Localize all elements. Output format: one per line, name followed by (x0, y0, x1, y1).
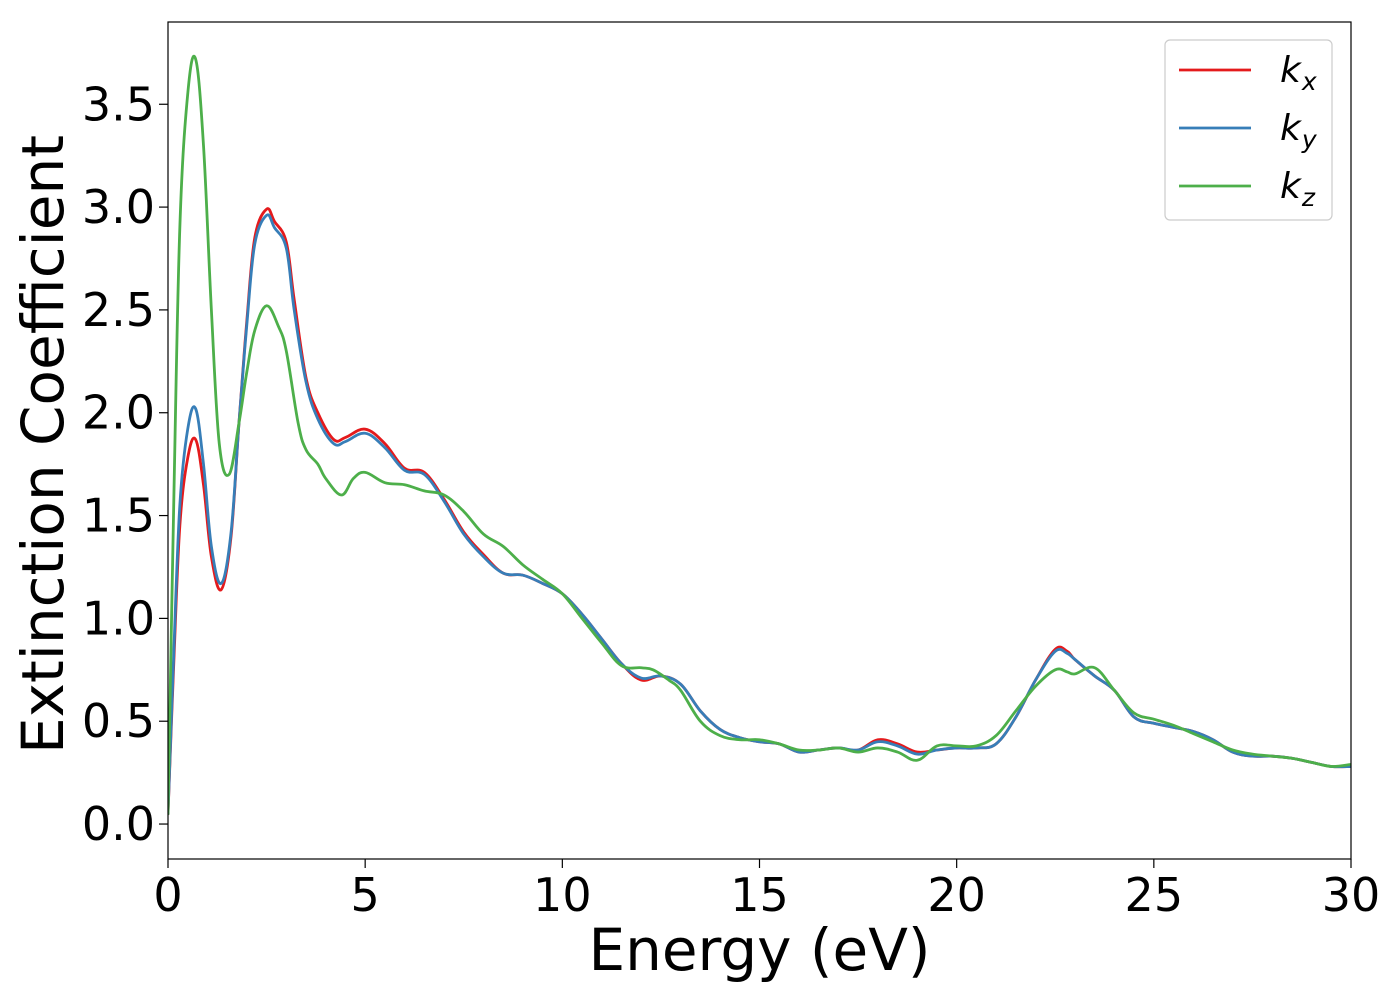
x-axis-label: Energy (eV) (588, 916, 930, 984)
x-tick-label: 0 (153, 868, 182, 922)
y-tick-label: 1.5 (82, 489, 155, 543)
x-tick-label: 15 (730, 868, 789, 922)
y-tick-label: 1.0 (82, 591, 155, 645)
legend-box (1164, 39, 1333, 221)
y-axis-label: Extinction Coefficient (9, 135, 77, 754)
y-tick-label: 0.5 (82, 694, 155, 748)
series-lines (168, 54, 1351, 816)
y-axis-ticks: 0.0 0.5 1.0 1.5 2.0 2.5 3.0 3.5 (82, 77, 168, 851)
y-tick-label: 2.5 (82, 283, 155, 337)
x-tick-label: 10 (533, 868, 592, 922)
x-tick-label: 25 (1125, 868, 1184, 922)
x-tick-label: 30 (1322, 868, 1381, 922)
x-tick-label: 5 (351, 868, 380, 922)
y-tick-label: 3.5 (82, 77, 155, 131)
series-line-k-x (168, 207, 1351, 816)
y-tick-label: 0.0 (82, 797, 155, 851)
y-tick-label: 3.0 (82, 180, 155, 234)
x-axis-ticks: 0 5 10 15 20 25 30 (153, 859, 1380, 922)
series-line-k-z (168, 54, 1351, 816)
x-tick-label: 20 (927, 868, 986, 922)
y-tick-label: 2.0 (82, 386, 155, 440)
